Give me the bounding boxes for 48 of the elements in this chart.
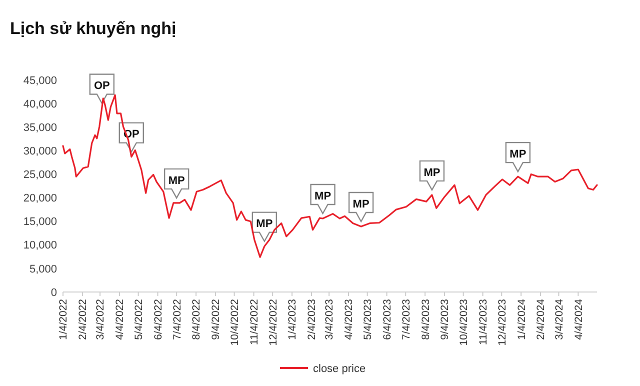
x-tick-label: 8/4/2023 [420, 298, 432, 340]
y-tick-label: 35,000 [23, 122, 57, 134]
legend-label: close price [313, 362, 366, 375]
annotation: MP [314, 190, 332, 202]
y-tick-label: 5,000 [29, 263, 57, 276]
annotation: MP [510, 148, 526, 160]
x-tick-label: 12/4/2023 [496, 298, 508, 346]
x-tick-label: 7/4/2022 [171, 298, 184, 340]
x-tick-label: 7/4/2023 [400, 298, 412, 340]
x-tick-label: 3/4/2023 [324, 298, 336, 340]
chart-title: Lịch sử khuyến nghị [10, 19, 176, 38]
x-tick-label: 1/4/2022 [58, 298, 70, 340]
x-tick-label: 11/4/2023 [477, 298, 490, 345]
y-tick-label: 40,000 [23, 98, 57, 110]
annotation: MP [352, 198, 370, 210]
x-tick-label: 12/4/2022 [267, 298, 280, 346]
x-tick-label: 2/4/2024 [535, 298, 548, 340]
x-tick-label: 11/4/2022 [248, 298, 260, 345]
annotation: OP [94, 80, 110, 92]
y-tick-label: 45,000 [23, 74, 57, 87]
annotation: MP [256, 218, 273, 230]
x-tick-label: 1/4/2024 [516, 298, 528, 340]
x-tick-label: 10/4/2022 [228, 298, 241, 346]
x-tick-label: 10/4/2023 [458, 298, 470, 346]
y-tick-label: 0 [50, 286, 57, 299]
x-tick-label: 8/4/2022 [190, 298, 203, 340]
x-tick-label: 4/4/2023 [343, 298, 356, 340]
x-tick-label: 5/4/2022 [132, 298, 145, 340]
x-tick-label: 4/4/2022 [114, 298, 126, 340]
y-tick-label: 30,000 [23, 146, 57, 158]
x-tick-label: 5/4/2023 [362, 298, 374, 340]
y-tick-label: 15,000 [23, 216, 57, 228]
x-tick-label: 6/4/2023 [381, 298, 394, 340]
x-tick-label: 2/4/2023 [306, 298, 318, 340]
x-tick-label: 2/4/2022 [77, 298, 90, 340]
annotation: MP [424, 166, 440, 179]
y-tick-label: 20,000 [23, 192, 57, 205]
x-tick-label: 4/4/2024 [572, 298, 585, 340]
x-tick-label: 3/4/2022 [94, 298, 107, 340]
x-tick-label: 1/4/2023 [286, 298, 299, 340]
x-tick-label: 9/4/2023 [439, 298, 452, 340]
y-tick-label: 10,000 [23, 240, 57, 252]
x-tick-label: 9/4/2022 [210, 298, 222, 340]
y-tick-label: 25,000 [23, 169, 57, 182]
x-tick-label: 6/4/2022 [152, 298, 164, 340]
annotation: MP [168, 174, 185, 187]
x-tick-label: 3/4/2024 [553, 298, 566, 340]
line-series [62, 94, 598, 258]
